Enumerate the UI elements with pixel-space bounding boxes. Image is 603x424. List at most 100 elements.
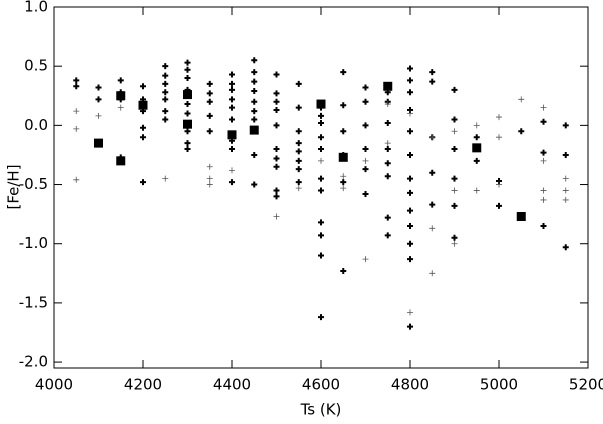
plus-marker — [251, 181, 258, 188]
square-marker — [383, 81, 393, 91]
plus-marker — [162, 175, 169, 182]
plus-marker — [273, 155, 280, 162]
plus-marker — [251, 78, 258, 85]
plus-marker — [251, 116, 258, 123]
plus-marker — [496, 202, 502, 209]
plus-marker — [273, 98, 280, 105]
y-tick-label: -2.0 — [19, 353, 48, 371]
plus-marker — [384, 232, 391, 239]
plus-marker — [73, 176, 80, 183]
y-tick-label: -1.5 — [19, 293, 48, 311]
plus-marker — [340, 179, 347, 186]
plus-marker — [251, 69, 258, 76]
plus-marker — [407, 77, 413, 84]
square-marker — [183, 90, 192, 100]
plus-marker — [496, 134, 502, 141]
plus-marker — [206, 80, 213, 87]
plus-marker — [429, 225, 436, 232]
square-marker — [516, 211, 526, 221]
plus-marker — [473, 187, 480, 194]
plus-marker — [540, 196, 547, 203]
plus-marker — [451, 175, 458, 182]
plus-marker — [362, 146, 369, 153]
plus-marker — [340, 173, 347, 180]
plus-marker — [451, 116, 458, 123]
plus-marker — [273, 90, 280, 97]
plus-marker — [318, 187, 324, 194]
plus-marker — [206, 181, 213, 188]
plus-marker — [140, 124, 146, 131]
x-tick-label: 4800 — [391, 376, 429, 394]
plus-marker — [184, 128, 191, 135]
plus-marker — [407, 207, 413, 214]
plus-marker — [73, 108, 80, 115]
plus-marker — [407, 151, 413, 158]
square-marker — [116, 91, 126, 101]
x-tick-label: 5200 — [569, 376, 603, 394]
plus-marker — [318, 134, 324, 141]
plus-marker — [451, 240, 458, 247]
plus-marker — [184, 140, 191, 147]
plus-marker — [562, 187, 569, 194]
plus-marker — [184, 75, 191, 82]
plus-marker — [273, 106, 280, 113]
plus-marker — [229, 71, 235, 78]
plus-marker — [162, 108, 169, 115]
plus-marker — [273, 163, 280, 170]
y-tick-label: 0.0 — [24, 116, 48, 134]
x-tick-label: 4200 — [124, 376, 162, 394]
plus-marker — [451, 86, 458, 93]
plus-marker — [407, 110, 413, 117]
plus-marker — [73, 125, 80, 132]
plus-marker — [562, 151, 569, 158]
plus-marker — [362, 98, 369, 105]
plus-marker — [162, 72, 169, 79]
plus-marker — [562, 244, 569, 251]
plus-marker — [429, 78, 436, 85]
plus-marker — [318, 175, 324, 182]
plus-marker — [273, 122, 280, 129]
y-axis-label: [Fe/H] — [5, 164, 23, 209]
plus-marker — [362, 256, 369, 263]
plus-marker — [362, 157, 369, 164]
plus-marker — [229, 116, 235, 123]
plus-marker — [407, 175, 413, 182]
plus-marker — [384, 140, 391, 147]
plus-marker — [384, 160, 391, 167]
plus-marker — [162, 63, 169, 70]
plus-marker — [407, 128, 413, 135]
plus-marker — [295, 185, 302, 192]
plus-marker — [384, 146, 391, 153]
plus-marker — [518, 96, 525, 103]
plus-marker — [540, 187, 547, 194]
plus-marker — [295, 128, 302, 135]
plus-marker — [273, 146, 280, 153]
plus-marker — [407, 89, 413, 96]
plus-marker — [384, 101, 391, 108]
plus-marker — [540, 222, 547, 229]
square-marker — [338, 152, 348, 162]
plus-marker — [384, 214, 391, 221]
plus-marker — [295, 179, 302, 186]
plus-marker — [229, 167, 235, 174]
plus-marker — [229, 80, 235, 87]
plus-marker — [95, 112, 102, 119]
plus-marker — [429, 169, 436, 176]
plus-marker — [451, 234, 458, 241]
x-axis-label: Ts (K) — [300, 401, 342, 419]
plus-marker — [73, 77, 80, 84]
y-tick-label: -1.0 — [19, 234, 48, 252]
plus-marker — [473, 122, 480, 129]
plus-marker — [540, 118, 547, 125]
plus-marker — [95, 84, 102, 91]
plus-marker — [251, 88, 258, 95]
plus-marker — [295, 140, 302, 147]
plus-marker — [540, 104, 547, 111]
plus-marker — [407, 240, 413, 247]
plus-marker — [206, 112, 213, 119]
plus-marker — [407, 256, 413, 263]
plus-marker — [407, 222, 413, 229]
plus-marker — [318, 119, 324, 126]
